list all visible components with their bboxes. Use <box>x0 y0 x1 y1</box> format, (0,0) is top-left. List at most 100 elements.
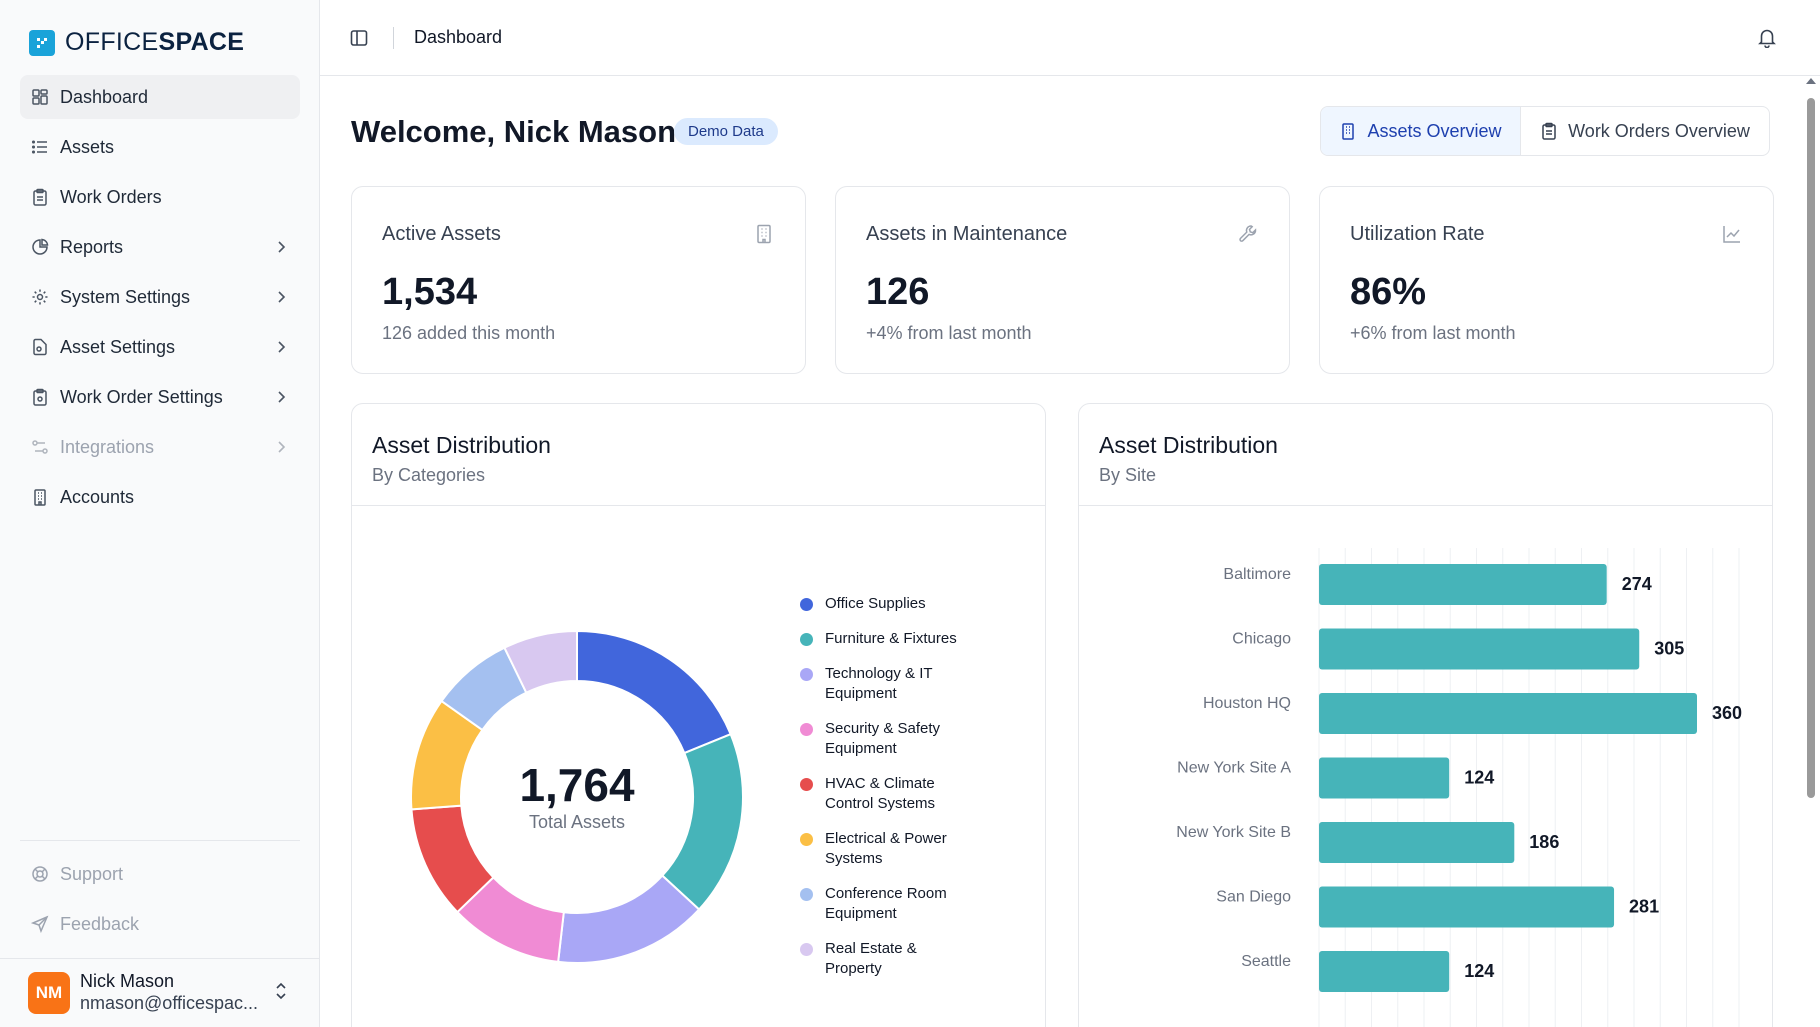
tab-assets-overview[interactable]: Assets Overview <box>1321 107 1521 155</box>
sidebar-item-assets[interactable]: Assets <box>20 125 300 169</box>
user-menu[interactable]: NM Nick Mason nmason@officespac... <box>0 958 320 1027</box>
sidebar-item-reports[interactable]: Reports <box>20 225 300 269</box>
clipboard-icon <box>30 187 50 207</box>
sidebar-item-label: Support <box>60 863 124 884</box>
sidebar-item-label: Accounts <box>60 486 135 507</box>
bar-value-label: 124 <box>1464 961 1494 981</box>
bell-icon[interactable] <box>1756 26 1780 50</box>
legend-item[interactable]: Technology & IT Equipment <box>800 664 933 704</box>
legend-label: Furniture & Fixtures <box>825 630 957 647</box>
sidebar-item-dashboard[interactable]: Dashboard <box>20 75 300 119</box>
scroll-up-arrow[interactable] <box>1806 78 1816 84</box>
sidebar-nav: Dashboard Assets Work Orders Reports Sys… <box>20 75 300 525</box>
topbar-separator <box>393 26 394 49</box>
bar-category-label: Chicago <box>1232 631 1291 648</box>
bar-new-york-site-b[interactable] <box>1319 822 1515 863</box>
topbar: Dashboard <box>320 0 1820 76</box>
legend-label: HVAC & Climate Control Systems <box>825 775 936 812</box>
status-badge: Demo Data <box>674 118 778 145</box>
bar-chicago[interactable] <box>1319 628 1640 670</box>
bar-new-york-site-a[interactable] <box>1319 757 1450 799</box>
bar-category-label: Seattle <box>1241 953 1291 970</box>
legend-item[interactable]: HVAC & Climate Control Systems <box>800 774 935 814</box>
stat-value: 126 <box>866 271 930 313</box>
chart-title: Asset Distribution <box>1099 432 1278 458</box>
scrollbar[interactable] <box>1802 78 1820 1027</box>
legend-swatch <box>800 668 813 681</box>
sidebar-item-work-order-settings[interactable]: Work Order Settings <box>20 375 300 419</box>
legend-label: Electrical & Power Systems <box>825 830 947 867</box>
chevrons-up-down-icon[interactable] <box>272 981 292 1006</box>
chart-header: Asset Distribution By Site <box>1079 404 1772 506</box>
line-chart-icon <box>1721 223 1743 245</box>
sidebar-item-asset-settings[interactable]: Asset Settings <box>20 325 300 369</box>
donut-svg <box>410 629 744 964</box>
bar-value-label: 124 <box>1464 768 1494 788</box>
breadcrumb: Dashboard <box>414 27 503 47</box>
donut-slice-real-estate-property[interactable] <box>503 629 578 695</box>
stat-value: 86% <box>1350 271 1427 313</box>
building-icon <box>30 487 50 507</box>
legend-swatch <box>800 833 813 846</box>
chart-subtitle: By Categories <box>372 465 486 485</box>
bar-seattle[interactable] <box>1319 951 1450 992</box>
bar-category-label: Baltimore <box>1223 566 1291 583</box>
legend-item[interactable]: Furniture & Fixtures <box>800 629 957 649</box>
bar-chart: Baltimore 274 Chicago 305 Houston HQ 360 New Y… <box>1176 548 1742 1027</box>
bar-value-label: 274 <box>1622 574 1652 594</box>
legend-item[interactable]: Security & Safety Equipment <box>800 719 940 759</box>
legend-swatch <box>800 723 813 736</box>
chart-title: Asset Distribution <box>372 432 551 458</box>
tab-label: Work Orders Overview <box>1568 120 1750 141</box>
legend-item[interactable]: Conference Room Equipment <box>800 884 947 924</box>
sidebar-item-label: Feedback <box>60 913 140 934</box>
stat-subtext: 126 added this month <box>382 323 556 343</box>
user-name: Nick Mason <box>80 971 175 992</box>
stat-subtext: +4% from last month <box>866 323 1032 343</box>
chart-card-sites: Asset Distribution By Site Baltimore 274 C… <box>1078 403 1773 1027</box>
logo[interactable]: OFFICESPACE <box>29 28 244 57</box>
building-icon <box>1339 122 1357 140</box>
legend-label: Conference Room Equipment <box>825 885 947 922</box>
building-icon <box>753 223 775 245</box>
sidebar-item-system-settings[interactable]: System Settings <box>20 275 300 319</box>
stat-subtext: +6% from last month <box>1350 323 1516 343</box>
overview-tabs: Assets Overview Work Orders Overview <box>1320 106 1770 156</box>
sidebar-toggle-icon[interactable] <box>347 26 371 50</box>
sidebar-item-integrations[interactable]: Integrations <box>20 425 300 469</box>
pie-chart-icon <box>30 237 50 257</box>
sidebar-item-label: Dashboard <box>60 86 149 107</box>
list-icon <box>30 137 50 157</box>
scroll-thumb[interactable] <box>1807 98 1815 798</box>
sidebar-item-feedback[interactable]: Feedback <box>20 902 300 946</box>
bar-value-label: 360 <box>1712 703 1742 723</box>
donut-total-label: Total Assets <box>528 811 626 832</box>
logo-text: OFFICESPACE <box>65 28 245 56</box>
bar-san-diego[interactable] <box>1319 886 1615 928</box>
legend-item[interactable]: Electrical & Power Systems <box>800 829 947 869</box>
legend-item[interactable]: Office Supplies <box>800 594 926 614</box>
sidebar-item-work-orders[interactable]: Work Orders <box>20 175 300 219</box>
stat-title: Assets in Maintenance <box>866 223 1068 245</box>
chart-card-categories: Asset Distribution By Categories 1,764 T… <box>351 403 1046 1027</box>
logo-icon <box>29 29 55 56</box>
stat-card-utilization-rate: Utilization Rate 86% +6% from last month <box>1319 186 1774 374</box>
clipboard-settings-icon <box>30 387 50 407</box>
bar-value-label: 305 <box>1654 639 1684 659</box>
legend-swatch <box>800 943 813 956</box>
sidebar-item-support[interactable]: Support <box>20 852 300 896</box>
sidebar-item-label: Reports <box>60 236 124 257</box>
bar-houston-hq[interactable] <box>1319 693 1697 734</box>
file-settings-icon <box>30 337 50 357</box>
bar-category-label: New York Site B <box>1176 824 1291 841</box>
user-info: Nick Mason nmason@officespac... <box>80 971 272 1014</box>
bar-baltimore[interactable] <box>1319 564 1607 605</box>
chart-header: Asset Distribution By Categories <box>352 404 1045 506</box>
chevron-right-icon <box>272 238 290 256</box>
lifebuoy-icon <box>30 864 50 884</box>
legend-item[interactable]: Real Estate & Property <box>800 939 917 979</box>
page-title: Welcome, Nick Mason <box>351 114 677 149</box>
bar-value-label: 281 <box>1629 897 1659 917</box>
tab-work-orders-overview[interactable]: Work Orders Overview <box>1521 107 1769 155</box>
sidebar-item-accounts[interactable]: Accounts <box>20 475 300 519</box>
